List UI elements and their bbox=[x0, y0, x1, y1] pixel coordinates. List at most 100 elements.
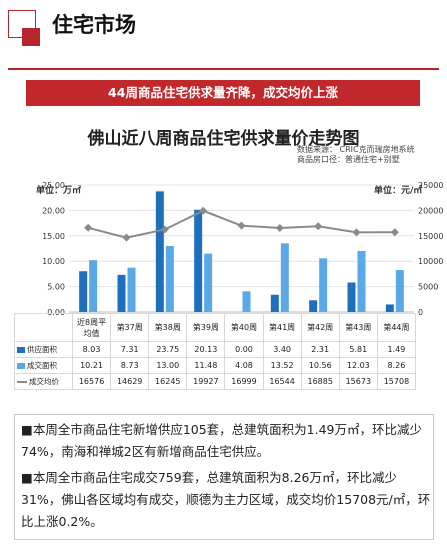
price-point bbox=[84, 223, 93, 232]
category-label: 第39周 bbox=[192, 323, 219, 332]
category-label: 第43周 bbox=[345, 323, 372, 332]
summary-box: ■本周全市商品住宅新增供应105套，总建筑面积为1.49万㎡，环比减少74%，南… bbox=[14, 414, 434, 540]
chart-title: 佛山近八周商品住宅供求量价走势图 bbox=[87, 129, 360, 149]
summary-paragraph-deal: ■本周全市商品住宅成交759套，总建筑面积为8.26万㎡，环比减少31%，佛山各… bbox=[21, 467, 431, 533]
table-cell: 5.81 bbox=[338, 341, 378, 358]
category-label: 近8周平 bbox=[77, 317, 107, 327]
table-cell: 23.75 bbox=[148, 341, 188, 358]
table-cell: 16544 bbox=[262, 373, 302, 390]
right-tick-label: 15000 bbox=[418, 232, 443, 241]
table-cell: 12.03 bbox=[338, 357, 378, 374]
category-cell: 第42周 bbox=[300, 313, 340, 342]
series-name: 供应面积 bbox=[27, 345, 57, 354]
deal-bar bbox=[357, 250, 366, 312]
table-cell: 10.56 bbox=[300, 357, 340, 374]
section-title: 住宅市场 bbox=[52, 13, 136, 37]
table-cell: 8.73 bbox=[110, 357, 150, 374]
right-tick-label: 0 bbox=[418, 308, 423, 317]
left-tick-label: 15.00 bbox=[42, 232, 65, 241]
supply-bar bbox=[385, 304, 394, 312]
legend-swatch bbox=[17, 363, 25, 369]
deal-bar bbox=[89, 260, 98, 312]
table-cell: 7.31 bbox=[110, 341, 150, 358]
source-line-2: 商品房口径：普通住宅+别墅 bbox=[297, 155, 400, 164]
table-cell: 3.40 bbox=[262, 341, 302, 358]
trend-chart: 0.00 5.00 10.00 15.00 20.00 25.00 0 5000 10000 15… bbox=[42, 181, 443, 317]
right-tick-label: 5000 bbox=[418, 283, 438, 292]
price-point bbox=[275, 223, 284, 232]
legend-swatch bbox=[17, 347, 25, 353]
table-cell: 13.00 bbox=[148, 357, 188, 374]
left-tick-label: 0.00 bbox=[47, 308, 65, 317]
series-header-cell: 成交面积 bbox=[14, 357, 73, 374]
left-tick-label: 20.00 bbox=[42, 206, 65, 215]
left-axis-unit: 单位：万㎡ bbox=[36, 186, 82, 196]
category-label: 第40周 bbox=[230, 323, 258, 332]
deal-bar bbox=[280, 243, 289, 312]
source-line-1: 数据来源： CRIC克而瑞房地系统 bbox=[297, 145, 415, 154]
category-label: 第44周 bbox=[383, 323, 410, 332]
supply-bar bbox=[155, 191, 164, 312]
bullet-mark: ■ bbox=[21, 422, 33, 437]
right-tick-label: 25000 bbox=[418, 181, 443, 190]
category-cell: 近8周平 均值 bbox=[71, 313, 112, 342]
deal-bar bbox=[242, 291, 251, 312]
right-axis-unit: 单位：元/㎡ bbox=[374, 186, 423, 196]
series-name: 成交均价 bbox=[29, 377, 59, 386]
category-label: 第41周 bbox=[269, 323, 296, 332]
price-point bbox=[160, 225, 169, 234]
data-table: 近8周平 均值 第37周 第38周 第39周 第40周 第41周 第42周 第43周 第44周供应… bbox=[14, 313, 417, 390]
price-point bbox=[352, 228, 361, 237]
table-cell: 4.08 bbox=[224, 357, 264, 374]
right-tick-label: 20000 bbox=[418, 206, 443, 215]
category-label: 均值 bbox=[83, 328, 100, 338]
title-divider bbox=[8, 68, 439, 70]
headline-banner: 44周商品住宅供求量齐降，成交均价上涨 bbox=[26, 80, 420, 106]
table-cell: 16999 bbox=[224, 373, 264, 390]
deal-summary-text: 本周全市商品住宅成交759套，总建筑面积为8.26万㎡，环比减少31%，佛山各区… bbox=[21, 470, 431, 529]
price-point bbox=[390, 228, 399, 237]
left-tick-label: 5.00 bbox=[47, 283, 65, 292]
table-cell: 19927 bbox=[186, 373, 226, 390]
category-label: 第42周 bbox=[307, 323, 334, 332]
left-tick-label: 10.00 bbox=[42, 257, 65, 266]
supply-bar bbox=[79, 271, 88, 312]
category-cell: 第40周 bbox=[224, 313, 264, 342]
category-cell: 第41周 bbox=[262, 313, 302, 342]
table-corner-cell bbox=[14, 313, 73, 342]
deal-bar bbox=[127, 267, 136, 312]
supply-bar bbox=[347, 282, 356, 312]
category-cell: 第44周 bbox=[376, 313, 417, 342]
table-cell: 8.03 bbox=[71, 341, 112, 358]
price-point bbox=[237, 221, 246, 230]
price-point bbox=[314, 222, 323, 231]
series-header-cell: 供应面积 bbox=[14, 341, 73, 358]
right-tick-label: 10000 bbox=[418, 257, 443, 266]
category-cell: 第37周 bbox=[110, 313, 150, 342]
supply-bar bbox=[117, 274, 126, 312]
table-cell: 13.52 bbox=[262, 357, 302, 374]
bullet-mark: ■ bbox=[21, 470, 33, 485]
table-header-row: 近8周平 均值 第37周 第38周 第39周 第40周 第41周 第42周 第43周 第44周 bbox=[14, 313, 417, 342]
series-header-cell: 成交均价 bbox=[14, 373, 73, 390]
table-cell: 15708 bbox=[376, 373, 417, 390]
table-cell: 20.13 bbox=[186, 341, 226, 358]
table-row: 成交面积 10.21 8.73 13.00 11.48 4.08 13.52 10.56 12.… bbox=[14, 357, 417, 374]
category-cell: 第38周 bbox=[148, 313, 188, 342]
category-cell: 第43周 bbox=[338, 313, 378, 342]
table-cell: 14629 bbox=[110, 373, 150, 390]
title-decoration-fill bbox=[22, 28, 40, 46]
supply-bar bbox=[309, 300, 318, 312]
table-cell: 16576 bbox=[71, 373, 112, 390]
table-row: 供应面积 8.03 7.31 23.75 20.13 0.00 3.40 2.31 5.81 1.… bbox=[14, 341, 417, 358]
table-cell: 0.00 bbox=[224, 341, 264, 358]
chart-source: 数据来源： CRIC克而瑞房地系统 商品房口径：普通住宅+别墅 bbox=[297, 145, 415, 165]
table-row: 成交均价 16576 14629 16245 19927 16999 16544 16885 1… bbox=[14, 373, 417, 390]
table-cell: 11.48 bbox=[186, 357, 226, 374]
left-tick-label: 25.00 bbox=[42, 181, 65, 190]
price-point bbox=[199, 206, 208, 215]
supply-bar bbox=[270, 294, 279, 312]
table-cell: 15673 bbox=[338, 373, 378, 390]
table-cell: 8.26 bbox=[376, 357, 417, 374]
table-cell: 10.21 bbox=[71, 357, 112, 374]
